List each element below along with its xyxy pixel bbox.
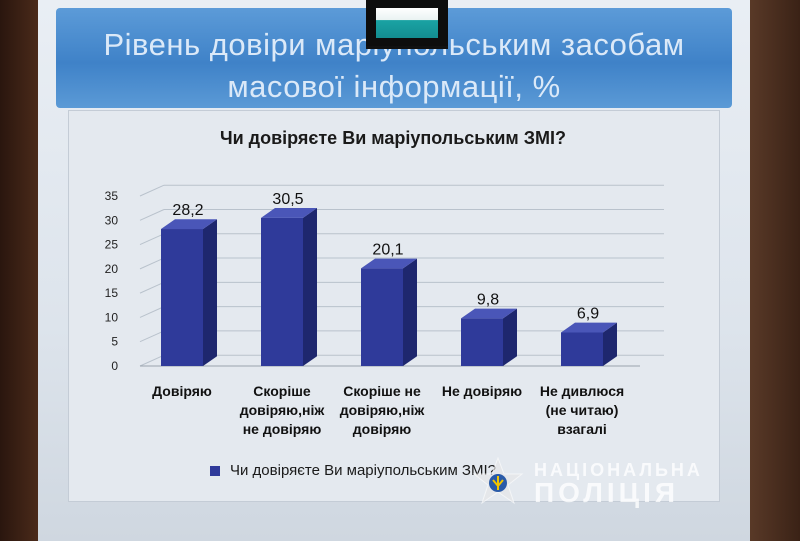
watermark-line2: ПОЛІЦІЯ: [534, 477, 679, 508]
y-tick-label: 10: [105, 310, 119, 324]
bar-side: [503, 308, 517, 366]
data-label: 20,1: [372, 242, 403, 259]
bar-side: [203, 219, 217, 366]
x-tick-label: довіряю,ніж: [340, 402, 426, 418]
x-tick-label: довіряю: [353, 421, 411, 437]
gridline-diagonal: [139, 184, 165, 197]
gridline-diagonal: [139, 354, 165, 367]
chart-title: Чи довіряєте Ви маріупольським ЗМІ?: [219, 128, 567, 148]
police-emblem-icon: [472, 456, 524, 505]
y-tick-label: 5: [111, 335, 118, 349]
gridline-diagonal: [139, 233, 165, 246]
x-tick-label: Скоріше не: [343, 383, 421, 399]
bar-side: [403, 258, 417, 366]
bar: [261, 217, 303, 366]
bar-top: [561, 322, 617, 333]
background-left: [0, 0, 38, 541]
police-watermark: НАЦІОНАЛЬНА ПОЛІЦІЯ: [470, 456, 703, 512]
watermark-line1: НАЦІОНАЛЬНА: [534, 460, 703, 480]
legend-swatch: [210, 465, 220, 476]
bar: [361, 268, 403, 366]
bar-top: [261, 208, 317, 218]
x-tick-label: Не довіряю: [442, 383, 522, 399]
bar: [161, 229, 203, 366]
x-tick-label: довіряю,ніж: [240, 402, 326, 418]
bar: [561, 332, 603, 366]
legend-label: Чи довіряєте Ви маріупольським ЗМІ?: [230, 462, 496, 479]
bar-top: [161, 219, 217, 230]
data-label: 6,9: [577, 306, 599, 323]
data-label: 9,8: [477, 292, 499, 309]
x-tick-label: взагалі: [557, 421, 607, 437]
x-tick-label: Не дивлюся: [540, 383, 624, 399]
gridline-diagonal: [139, 306, 165, 318]
logo-banner: [366, 0, 448, 49]
background-right: [748, 0, 800, 541]
x-tick-label: не довіряю: [243, 421, 322, 437]
y-tick-label: 35: [105, 189, 119, 203]
gridline-diagonal: [139, 257, 165, 270]
y-tick-label: 15: [105, 286, 119, 300]
bar: [461, 318, 503, 366]
gridline-diagonal: [139, 209, 165, 221]
bar-side: [303, 208, 317, 366]
logo-stripe: [376, 8, 438, 38]
bar-side: [603, 322, 617, 366]
bar-top: [461, 308, 517, 319]
y-tick-label: 30: [105, 213, 119, 227]
bar-top: [361, 258, 417, 269]
y-tick-label: 20: [105, 262, 119, 276]
chart-legend: Чи довіряєте Ви маріупольським ЗМІ?: [210, 462, 496, 479]
y-tick-label: 25: [105, 238, 119, 252]
data-label: 28,2: [172, 202, 203, 219]
gridline-diagonal: [139, 330, 165, 343]
gridline-diagonal: [139, 281, 165, 294]
data-label: 30,5: [272, 191, 303, 208]
x-tick-label: (не читаю): [546, 402, 619, 418]
y-tick-label: 0: [111, 359, 118, 373]
x-tick-label: Довіряю: [152, 383, 212, 399]
x-tick-label: Скоріше: [253, 383, 311, 399]
